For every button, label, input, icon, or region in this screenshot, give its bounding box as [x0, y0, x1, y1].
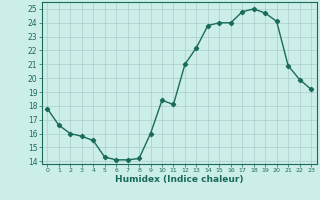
- X-axis label: Humidex (Indice chaleur): Humidex (Indice chaleur): [115, 175, 244, 184]
